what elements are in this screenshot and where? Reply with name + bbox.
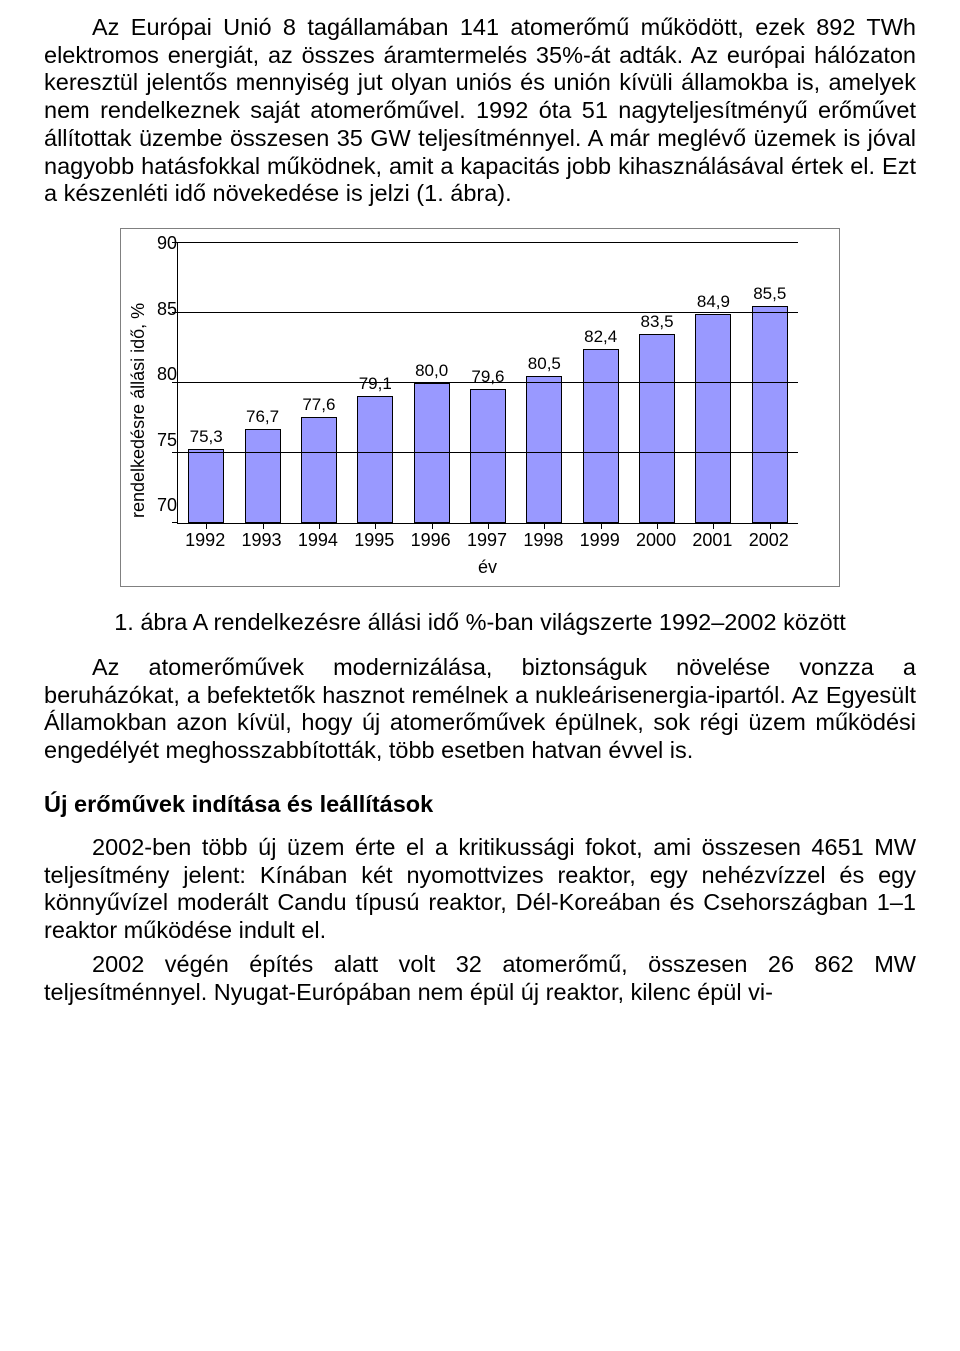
ytick: 80 (147, 365, 177, 383)
x-tick-mark (657, 523, 658, 529)
bar-value-label: 85,5 (753, 285, 786, 302)
figure-caption: 1. ábra A rendelkezésre állási idő %-ban… (44, 609, 916, 636)
section-heading: Új erőművek indítása és leállítások (44, 791, 916, 818)
bar-slot: 79,1 (347, 243, 403, 523)
bar (357, 396, 393, 523)
bar-value-label: 77,6 (302, 396, 335, 413)
bar (639, 334, 675, 523)
gridline (178, 242, 798, 243)
bar-slot: 85,5 (742, 243, 798, 523)
ytick: 90 (147, 234, 177, 252)
x-tick-mark (319, 523, 320, 529)
bar (695, 314, 731, 523)
bar-value-label: 76,7 (246, 408, 279, 425)
x-tick-label: 2000 (628, 530, 684, 551)
page: Az Európai Unió 8 tagállamában 141 atome… (0, 0, 960, 1032)
x-tick-mark (263, 523, 264, 529)
bar-value-label: 80,0 (415, 362, 448, 379)
x-tick-label: 1992 (177, 530, 233, 551)
bar-slot: 79,6 (460, 243, 516, 523)
x-tick-label: 1993 (233, 530, 289, 551)
paragraph-4: 2002 végén építés alatt volt 32 atomerőm… (44, 951, 916, 1006)
figure-1: rendelkedésre állási idő, % 90 85 80 75 … (120, 228, 840, 587)
x-tick-label: 2001 (684, 530, 740, 551)
paragraph-2: Az atomerőművek modernizálása, biztonság… (44, 654, 916, 765)
bar-slot: 77,6 (291, 243, 347, 523)
x-axis-label: év (177, 557, 798, 578)
bar-slot: 80,5 (516, 243, 572, 523)
bar-value-label: 84,9 (697, 293, 730, 310)
x-tick-label: 1994 (290, 530, 346, 551)
bar-slot: 80,0 (403, 243, 459, 523)
ytick: 75 (147, 431, 177, 449)
ytick: 85 (147, 300, 177, 318)
y-tick-mark (172, 242, 178, 243)
x-tick-mark (488, 523, 489, 529)
bar (245, 429, 281, 523)
gridline (178, 452, 798, 453)
gridline (178, 312, 798, 313)
bar-value-label: 75,3 (190, 428, 223, 445)
bars-container: 75,3 76,7 77,6 79,1 80,0 79,6 80,5 82,4 83,5 84,9… (178, 243, 798, 523)
bar (526, 376, 562, 523)
x-tick-label: 1998 (515, 530, 571, 551)
x-tick-label: 1997 (459, 530, 515, 551)
bar (188, 449, 224, 523)
plot-wrapper: 75,3 76,7 77,6 79,1 80,0 79,6 80,5 82,4 83,5 84,9… (177, 243, 798, 578)
paragraph-3: 2002-ben több új üzem érte el a kritikus… (44, 834, 916, 945)
bar (301, 417, 337, 523)
plot-area: 75,3 76,7 77,6 79,1 80,0 79,6 80,5 82,4 83,5 84,9… (177, 243, 798, 524)
y-tick-mark (172, 522, 178, 523)
bar-slot: 75,3 (178, 243, 234, 523)
bar-slot: 84,9 (685, 243, 741, 523)
x-tick-mark (206, 523, 207, 529)
x-tick-label: 2002 (741, 530, 797, 551)
bar-slot: 76,7 (234, 243, 290, 523)
x-tick-mark (544, 523, 545, 529)
x-tick-mark (432, 523, 433, 529)
bar (414, 383, 450, 523)
x-tick-label: 1996 (402, 530, 458, 551)
x-axis-ticks: 1992199319941995199619971998199920002001… (177, 530, 797, 551)
y-axis-ticks: 90 85 80 75 70 (147, 243, 177, 523)
bar-value-label: 83,5 (641, 313, 674, 330)
x-tick-mark (601, 523, 602, 529)
x-tick-label: 1999 (572, 530, 628, 551)
ytick: 70 (147, 496, 177, 514)
x-tick-mark (713, 523, 714, 529)
bar-slot: 83,5 (629, 243, 685, 523)
paragraph-1: Az Európai Unió 8 tagállamában 141 atome… (44, 14, 916, 208)
y-tick-mark (172, 312, 178, 313)
bar (470, 389, 506, 523)
x-tick-mark (375, 523, 376, 529)
y-tick-mark (172, 382, 178, 383)
bar-value-label: 82,4 (584, 328, 617, 345)
chart-outer-frame: rendelkedésre állási idő, % 90 85 80 75 … (120, 228, 840, 587)
bar-value-label: 80,5 (528, 355, 561, 372)
bar (752, 306, 788, 523)
bar (583, 349, 619, 523)
bar-value-label: 79,1 (359, 375, 392, 392)
y-tick-mark (172, 452, 178, 453)
x-tick-label: 1995 (346, 530, 402, 551)
y-axis-label: rendelkedésre állási idő, % (127, 243, 147, 578)
gridline (178, 382, 798, 383)
x-tick-mark (770, 523, 771, 529)
bar-slot: 82,4 (573, 243, 629, 523)
